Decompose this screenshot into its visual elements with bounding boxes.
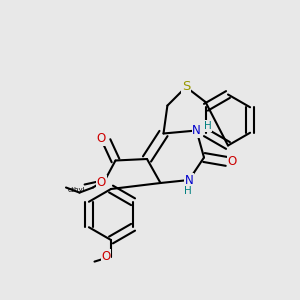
Text: O: O — [97, 176, 106, 189]
Text: S: S — [182, 80, 190, 94]
Text: ethyl: ethyl — [68, 187, 85, 193]
Text: H: H — [184, 186, 191, 197]
Text: O: O — [102, 250, 111, 263]
Text: H: H — [204, 121, 212, 131]
Text: N: N — [192, 124, 201, 137]
Text: O: O — [227, 155, 236, 168]
Text: O: O — [97, 132, 106, 145]
Text: N: N — [184, 173, 194, 187]
